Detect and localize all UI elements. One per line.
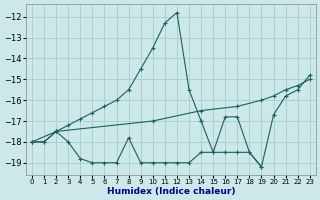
X-axis label: Humidex (Indice chaleur): Humidex (Indice chaleur) [107, 187, 235, 196]
